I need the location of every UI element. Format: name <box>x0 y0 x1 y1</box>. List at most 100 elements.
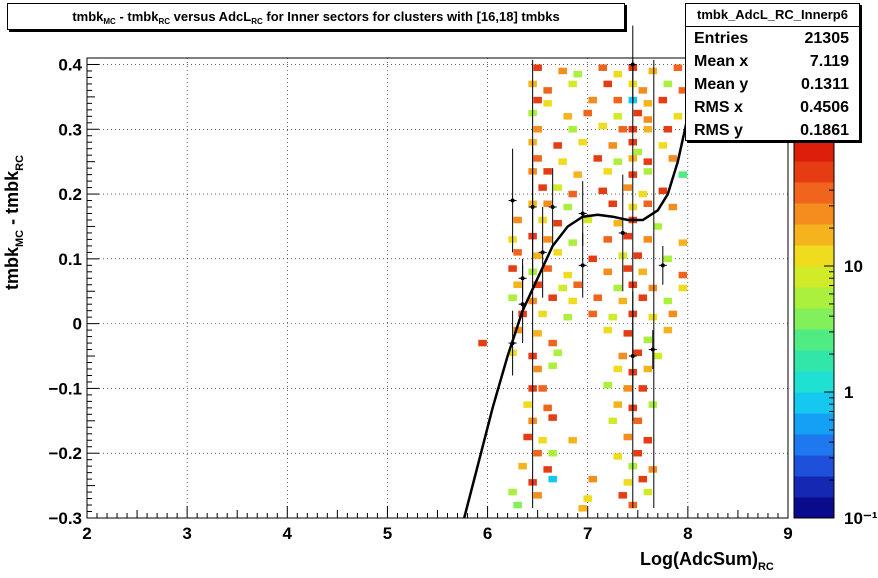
heatmap-cell <box>513 326 522 334</box>
heatmap-cell <box>663 297 673 305</box>
chart-title: tmbkMC - tmbkRC versus AdcLRC for Inner … <box>7 3 625 30</box>
heatmap-cell <box>478 339 487 347</box>
heatmap-cell <box>568 239 577 246</box>
stats-value: 0.4506 <box>800 99 849 116</box>
stats-label: RMS y <box>694 122 743 139</box>
heatmap-cell <box>518 462 527 470</box>
heatmap-cell <box>613 453 623 460</box>
heatmap-cell <box>543 168 552 175</box>
y-tick-label: 0.2 <box>58 185 82 204</box>
heatmap-cell <box>663 326 673 334</box>
heatmap-cell <box>633 252 643 259</box>
heatmap-cell <box>643 168 653 175</box>
heatmap-cell <box>543 466 552 473</box>
heatmap-cell <box>633 148 643 156</box>
heatmap-cell <box>543 236 552 243</box>
heatmap-cell <box>633 417 643 425</box>
palette-swatch <box>794 287 834 309</box>
stats-label: Mean y <box>694 76 749 93</box>
stats-value: 21305 <box>804 30 850 47</box>
y-axis-label: tmbkMC - tmbkRC <box>2 155 26 290</box>
heatmap-cell <box>603 168 612 175</box>
y-tick-label: −0.1 <box>48 379 82 398</box>
palette-tick-label: 10 <box>844 257 863 276</box>
heatmap-cell <box>563 113 572 120</box>
heatmap-cell <box>523 433 532 441</box>
heatmap-cell <box>553 249 562 256</box>
title-sub: RC <box>158 17 171 26</box>
heatmap-cell <box>603 381 612 389</box>
heatmap-cell <box>568 80 577 88</box>
y-tick-label: −0.3 <box>48 509 82 528</box>
heatmap-cell <box>668 310 678 318</box>
stats-row-rms-x: RMS x 0.4506 <box>686 96 859 119</box>
y-tick-label: 0.1 <box>58 250 82 269</box>
plot-area <box>87 58 788 518</box>
heatmap-cell <box>638 190 648 198</box>
heatmap-cell <box>653 352 663 360</box>
heatmap-cell <box>513 501 522 509</box>
heatmap-cell <box>548 362 557 369</box>
x-tick-label: 4 <box>283 524 293 543</box>
heatmap-cell <box>608 417 617 425</box>
stats-histogram-name: tmbk_AdcL_RC_Innerp6 <box>686 4 859 27</box>
heatmap-cell <box>613 365 623 373</box>
heatmap-cell <box>558 67 567 75</box>
heatmap-cell <box>648 401 658 408</box>
heatmap-cell <box>643 200 653 208</box>
heatmap-cell <box>533 365 542 373</box>
heatmap-cell <box>623 479 633 486</box>
heatmap-cell <box>513 281 522 289</box>
heatmap-cell <box>523 401 532 408</box>
x-tick-label: 6 <box>483 524 492 543</box>
palette-swatch <box>794 371 834 393</box>
heatmap-cell <box>613 96 623 104</box>
heatmap-cell <box>643 437 653 444</box>
heatmap-cell <box>588 475 597 483</box>
heatmap-cell <box>533 449 542 457</box>
heatmap-cell <box>623 330 633 337</box>
heatmap-cell <box>643 100 653 107</box>
heatmap-cell <box>668 155 678 162</box>
heatmap-cell <box>543 265 552 272</box>
heatmap-cell <box>603 268 612 276</box>
heatmap-cell <box>543 200 552 208</box>
heatmap-cell <box>508 294 517 301</box>
heatmap-cell <box>533 492 542 499</box>
heatmap-cell <box>643 236 653 243</box>
palette-swatch <box>794 329 834 351</box>
heatmap-cell <box>533 155 542 162</box>
heatmap-cell <box>638 268 648 276</box>
stats-value: 7.119 <box>809 53 849 70</box>
heatmap-cell <box>648 466 658 473</box>
y-tick-label: −0.2 <box>48 444 82 463</box>
profile-point <box>660 263 665 268</box>
heatmap-cell <box>553 184 562 191</box>
profile-point <box>580 211 585 216</box>
heatmap-cell <box>678 171 688 178</box>
x-tick-label: 5 <box>383 524 392 543</box>
stats-row-entries: Entries 21305 <box>686 27 859 50</box>
heatmap-cell <box>548 475 557 483</box>
heatmap-cell <box>673 64 683 71</box>
heatmap-cell <box>548 339 557 347</box>
heatmap-cell <box>558 284 567 292</box>
heatmap-cell <box>533 96 542 104</box>
heatmap-cell <box>643 488 653 496</box>
palette-swatch <box>794 140 834 162</box>
heatmap-cell <box>568 297 577 305</box>
palette-tick-label: 1 <box>844 383 853 402</box>
profile-point <box>520 276 525 281</box>
heatmap-cell <box>578 505 587 512</box>
heatmap-cell <box>678 239 688 246</box>
heatmap-cell <box>553 142 562 149</box>
palette-swatch <box>794 161 834 183</box>
x-tick-label: 3 <box>182 524 191 543</box>
title-part: versus AdcL <box>170 9 252 24</box>
stats-value: 0.1861 <box>800 122 849 139</box>
heatmap-cell <box>533 64 542 71</box>
palette-swatch <box>794 308 834 330</box>
heatmap-cell <box>663 80 673 88</box>
heatmap-cell <box>623 433 633 441</box>
heatmap-cell <box>643 116 653 123</box>
